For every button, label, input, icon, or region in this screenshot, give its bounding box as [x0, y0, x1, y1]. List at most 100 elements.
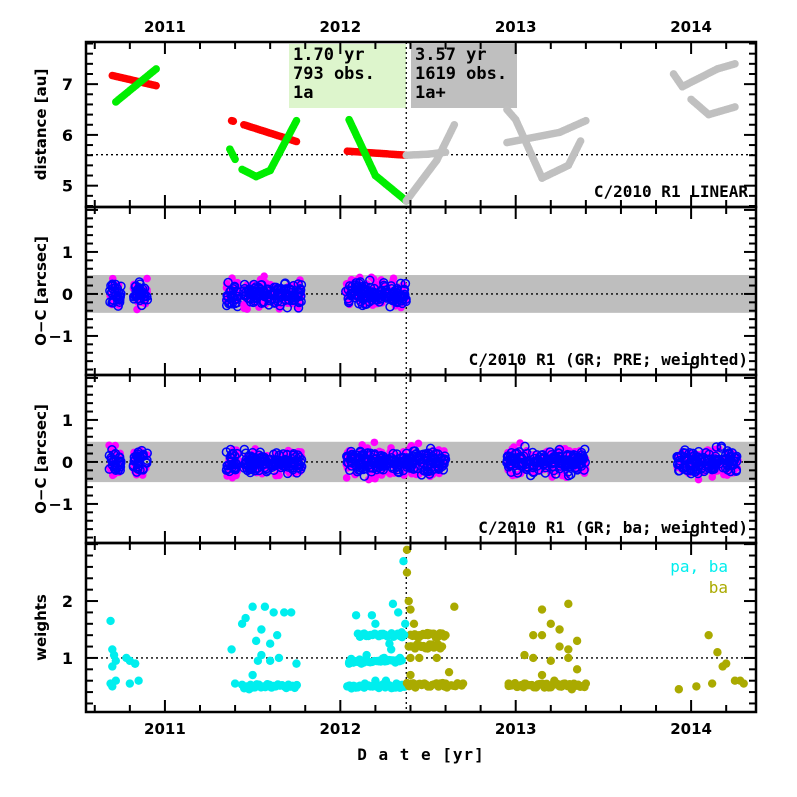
- oc-point-blue: [399, 291, 410, 301]
- weight-point-cyan: [108, 682, 117, 691]
- oc-point-blue: [271, 459, 281, 470]
- info-box-2-line: 1a+: [415, 83, 446, 103]
- weight-point-cyan: [272, 630, 282, 640]
- weight-point-olive: [564, 653, 573, 663]
- weight-point-olive: [537, 630, 547, 640]
- y-tick-label: 0: [62, 285, 73, 304]
- info-box-2-line: 1619 obs.: [415, 64, 507, 84]
- oc-point-blue: [378, 278, 389, 288]
- oc-point-magenta: [260, 272, 268, 280]
- panel-annotation-distance: C/2010 R1 LINEAR: [594, 182, 748, 201]
- oc-point-blue: [264, 300, 274, 310]
- info-box-1: [289, 44, 406, 108]
- oc-point-blue: [406, 452, 416, 463]
- oc-point-blue: [359, 471, 370, 481]
- oc-point-blue: [226, 285, 236, 296]
- oc-point-blue: [138, 289, 149, 300]
- oc-point-blue: [380, 282, 390, 292]
- weight-point-olive: [450, 602, 459, 611]
- oc-point-blue: [675, 458, 685, 469]
- oc-point-blue: [223, 277, 233, 288]
- oc-point-blue: [108, 295, 118, 305]
- weight-point-cyan: [397, 656, 406, 665]
- weight-point-olive: [564, 599, 573, 609]
- oc-point-magenta: [370, 438, 379, 447]
- weight-point-cyan: [251, 636, 261, 646]
- oc-point-blue: [701, 459, 712, 469]
- info-box-1-line: 793 obs.: [293, 64, 375, 84]
- oc-point-blue: [353, 289, 363, 300]
- y-tick-label: 1: [62, 243, 73, 262]
- oc-point-blue: [693, 468, 703, 479]
- oc-point-blue: [508, 453, 519, 463]
- weight-point-cyan: [371, 619, 380, 629]
- oc-point-blue: [355, 462, 365, 473]
- weight-point-cyan: [401, 619, 410, 629]
- weight-point-cyan: [265, 639, 275, 648]
- legend-entry: ba: [709, 578, 728, 597]
- oc-point-blue: [365, 448, 376, 458]
- oc-point-blue: [385, 301, 395, 312]
- oc-point-blue: [390, 457, 400, 467]
- weight-point-olive: [404, 596, 413, 606]
- weight-point-olive: [444, 667, 454, 677]
- x-tick-label-top: 2014: [670, 18, 712, 36]
- oc-point-blue: [580, 444, 590, 455]
- oc-point-blue: [284, 294, 294, 305]
- oc-point-blue: [428, 447, 438, 457]
- oc-point-blue: [293, 289, 303, 300]
- x-tick-label-bottom: 2014: [670, 720, 712, 738]
- oc-point-blue: [372, 291, 382, 301]
- oc-point-blue: [137, 445, 147, 456]
- oc-point-blue: [134, 458, 144, 468]
- weight-point-olive: [546, 619, 555, 629]
- oc-point-blue: [407, 458, 417, 468]
- weight-point-cyan: [399, 630, 409, 640]
- weight-point-olive: [436, 644, 445, 653]
- x-tick-label-bottom: 2011: [144, 720, 186, 738]
- oc-point-blue: [224, 297, 235, 308]
- weight-point-cyan: [399, 557, 408, 566]
- x-tick-label-bottom: 2013: [495, 720, 537, 738]
- oc-point-blue: [394, 467, 404, 478]
- oc-point-magenta: [414, 439, 423, 448]
- weight-point-olive: [704, 630, 713, 640]
- x-tick-label-top: 2012: [319, 18, 361, 36]
- oc-point-blue: [282, 450, 292, 460]
- weight-point-olive: [564, 645, 573, 654]
- weight-point-olive: [406, 605, 415, 614]
- info-box-1-line: 1a: [293, 83, 313, 103]
- oc-point-blue: [245, 467, 256, 478]
- oc-point-blue: [428, 457, 438, 468]
- oc-point-blue: [529, 453, 540, 464]
- oc-point-magenta: [105, 441, 113, 450]
- oc-point-blue: [725, 451, 736, 462]
- oc-point-blue: [718, 463, 728, 473]
- oc-point-blue: [295, 457, 306, 467]
- weight-point-olive: [529, 630, 538, 640]
- oc-point-magenta: [143, 274, 151, 283]
- y-tick-label: 1: [62, 411, 73, 430]
- weight-point-cyan: [106, 616, 115, 626]
- oc-point-blue: [373, 459, 384, 469]
- oc-point-blue: [282, 457, 292, 467]
- weight-point-cyan: [253, 656, 263, 665]
- oc-point-blue: [224, 298, 234, 309]
- weight-point-cyan: [388, 599, 398, 609]
- oc-point-blue: [250, 454, 260, 465]
- oc-point-blue: [512, 465, 522, 476]
- weight-point-olive: [415, 653, 424, 663]
- weight-point-cyan: [393, 608, 403, 617]
- oc-point-blue: [689, 450, 700, 461]
- oc-point-blue: [221, 447, 232, 457]
- oc-point-blue: [514, 459, 524, 470]
- weight-point-olive: [739, 679, 748, 688]
- x-tick-label-bottom: 2012: [319, 720, 361, 738]
- oc-point-blue: [433, 463, 443, 473]
- weight-point-cyan: [351, 611, 361, 620]
- oc-point-blue: [401, 296, 411, 307]
- oc-point-blue: [569, 450, 579, 460]
- oc-point-blue: [722, 465, 733, 475]
- distance-point-grey: [731, 103, 739, 111]
- weight-point-olive: [674, 685, 684, 694]
